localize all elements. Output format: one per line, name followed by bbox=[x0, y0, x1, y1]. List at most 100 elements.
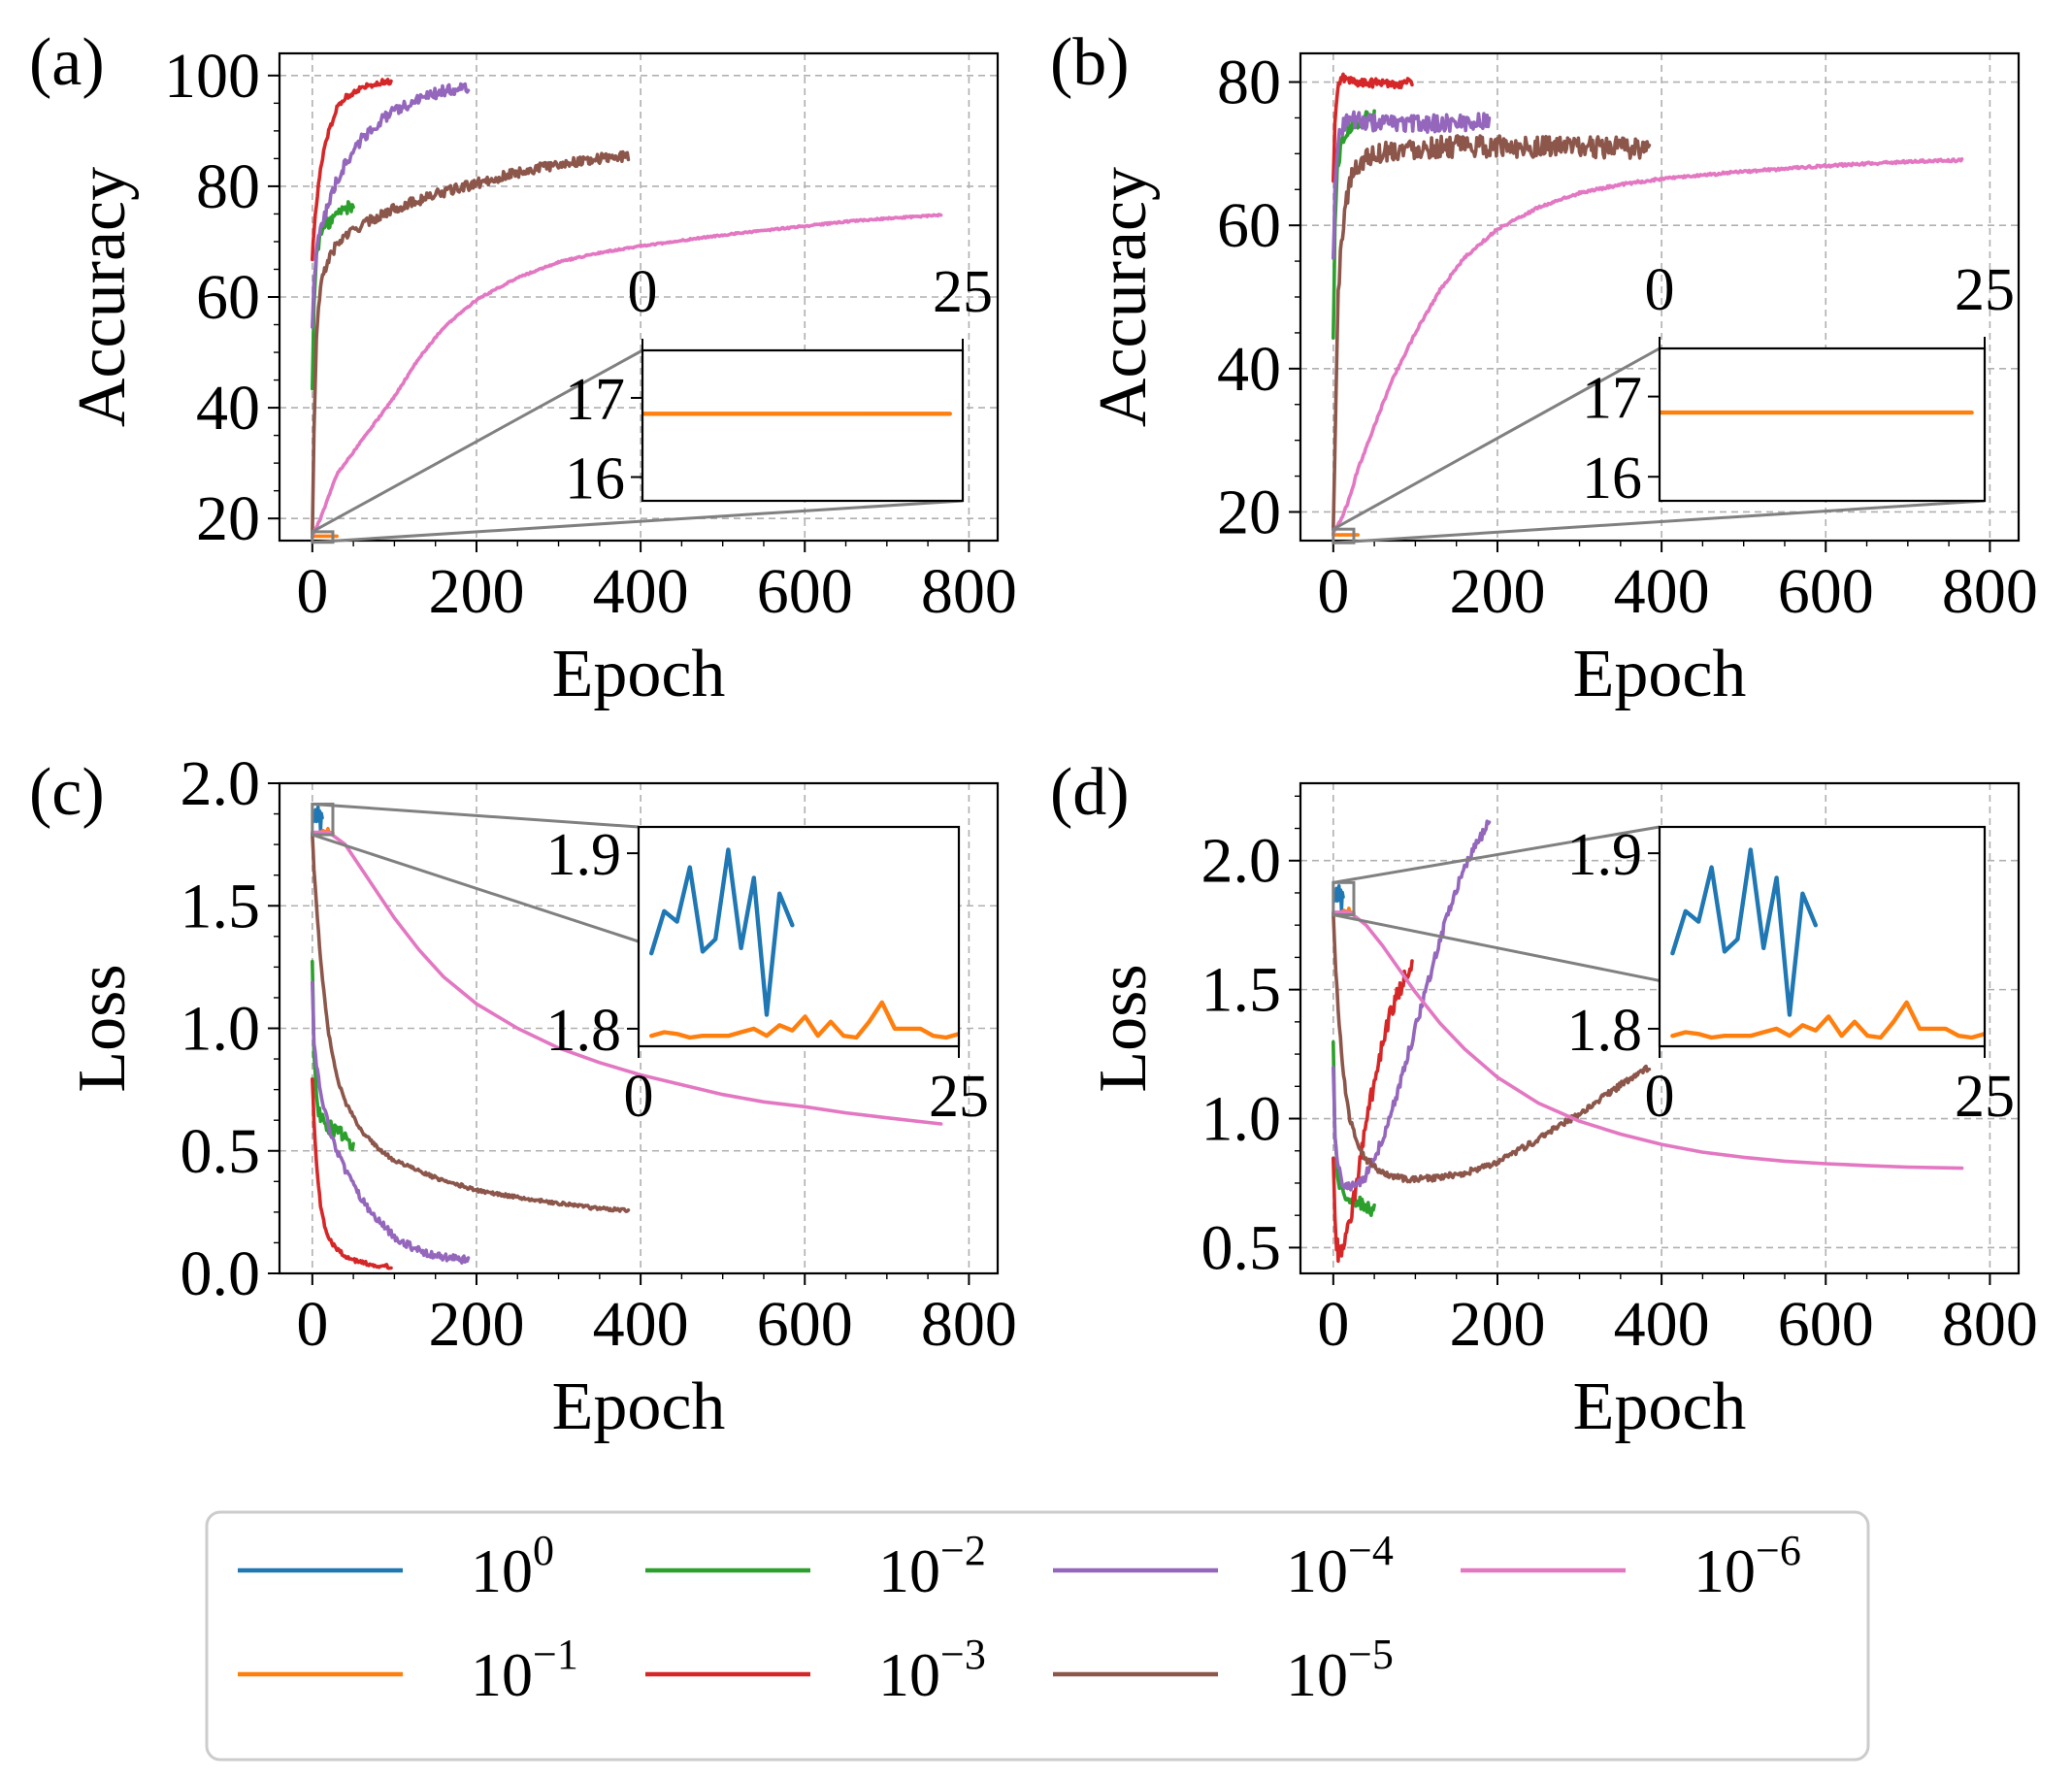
inset: 0 25 16 17 bbox=[1332, 257, 2015, 544]
y-tick-label: 2.0 bbox=[1201, 826, 1282, 897]
y-tick-label: 80 bbox=[196, 151, 260, 222]
zoom-connector bbox=[312, 348, 643, 534]
inset-y-tick-label: 1.8 bbox=[546, 998, 622, 1064]
x-tick-label: 600 bbox=[757, 1289, 853, 1360]
x-axis-title: Epoch bbox=[1573, 1369, 1747, 1444]
legend-label: 100 bbox=[471, 1527, 554, 1605]
y-ticks: 0.5 1.0 1.5 2.0 bbox=[1201, 795, 1300, 1283]
inset: 0 25 1.8 1.9 bbox=[1332, 822, 2015, 1130]
x-ticks: 0 200 400 600 800 bbox=[296, 541, 1017, 627]
x-axis-title: Epoch bbox=[552, 637, 726, 711]
x-tick-label: 600 bbox=[757, 556, 853, 627]
zoom-connector bbox=[312, 802, 640, 829]
panel-d: 0 200 400 600 800 0.5 1.0 1.5 2.0 Epoch Loss (d) 0 25… bbox=[1050, 755, 2038, 1444]
legend-label-base: 10 bbox=[471, 1640, 533, 1709]
x-tick-label: 0 bbox=[1317, 1289, 1349, 1360]
y-tick-label: 40 bbox=[196, 373, 260, 444]
inset-frame bbox=[1658, 346, 1987, 503]
x-tick-label: 0 bbox=[1317, 556, 1349, 627]
x-axis-title: Epoch bbox=[552, 1369, 726, 1444]
y-axis-title: Loss bbox=[1086, 964, 1161, 1092]
legend-label-base: 10 bbox=[1286, 1640, 1348, 1709]
inset-y-tick-label: 16 bbox=[1582, 445, 1642, 511]
y-ticks: 20 40 60 80 bbox=[1217, 48, 1300, 547]
y-tick-label: 1.5 bbox=[1201, 955, 1282, 1026]
y-ticks: 0.0 0.5 1.0 1.5 2.0 bbox=[181, 748, 280, 1309]
inset-series-lr0 bbox=[649, 847, 795, 1017]
legend-frame bbox=[205, 1510, 1870, 1762]
panel-label: (c) bbox=[29, 755, 105, 830]
series-lr5 bbox=[311, 832, 631, 1213]
legend-label-base: 10 bbox=[1286, 1536, 1348, 1605]
series-lr4 bbox=[1332, 819, 1492, 1192]
legend-label-exponent: −5 bbox=[1348, 1631, 1394, 1678]
panels: 0 200 400 600 80020406080100EpochAccuracy(a)… bbox=[29, 25, 2038, 1444]
legend-label-exponent: −6 bbox=[1756, 1527, 1801, 1574]
x-ticks: 0 200 400 600 800 bbox=[296, 1273, 1017, 1360]
series-lines bbox=[1332, 72, 1964, 537]
legend-label-base: 10 bbox=[471, 1536, 533, 1605]
series-lr4 bbox=[311, 980, 471, 1265]
zoom-connector bbox=[1332, 346, 1661, 531]
inset: 0 25 16 17 bbox=[311, 259, 993, 544]
x-tick-label: 200 bbox=[428, 1289, 524, 1360]
inset-x-tick-label: 0 bbox=[1645, 1064, 1675, 1130]
inset-x-tick-label: 25 bbox=[1955, 257, 2015, 323]
y-tick-label: 2.0 bbox=[181, 748, 261, 819]
inset: 0 25 1.8 1.9 bbox=[311, 802, 989, 1130]
legend-label-base: 10 bbox=[878, 1640, 940, 1709]
zoom-connector bbox=[1332, 499, 1986, 544]
legend-label-exponent: −4 bbox=[1348, 1527, 1394, 1574]
legend-label: 10−4 bbox=[1286, 1527, 1394, 1605]
legend-item-lr2: 10−2 bbox=[645, 1527, 986, 1605]
x-tick-label: 0 bbox=[296, 556, 328, 627]
y-tick-label: 0.5 bbox=[1201, 1212, 1282, 1283]
y-tick-label: 80 bbox=[1217, 48, 1281, 118]
x-tick-label: 400 bbox=[1614, 556, 1710, 627]
legend-label: 10−6 bbox=[1694, 1527, 1801, 1605]
y-tick-label: 60 bbox=[196, 262, 260, 333]
inset-series-lr1 bbox=[1670, 1000, 1985, 1040]
x-axis-title: Epoch bbox=[1573, 637, 1747, 711]
series-lines bbox=[311, 805, 943, 1270]
inset-y-tick-label: 1.8 bbox=[1567, 998, 1643, 1064]
series-lines bbox=[1332, 819, 1964, 1264]
legend-label-exponent: −2 bbox=[940, 1527, 986, 1574]
series-lr3 bbox=[1332, 72, 1414, 183]
x-tick-label: 400 bbox=[593, 1289, 689, 1360]
x-ticks: 0 200 400 600 800 bbox=[1317, 1273, 2038, 1360]
x-tick-label: 400 bbox=[593, 556, 689, 627]
panel-label: (a) bbox=[29, 25, 105, 100]
inset-y-tick-label: 16 bbox=[565, 446, 625, 512]
legend-label: 10−5 bbox=[1286, 1631, 1394, 1709]
panel-a: 0 200 400 600 800 20 40 60 80 100 Epoch Accuracy (a)… bbox=[29, 25, 1017, 711]
inset-x-tick-label: 25 bbox=[933, 259, 993, 325]
y-tick-label: 20 bbox=[1217, 477, 1281, 547]
x-tick-label: 400 bbox=[1614, 1289, 1710, 1360]
inset-y-tick-label: 1.9 bbox=[1567, 822, 1643, 888]
inset-background bbox=[1660, 348, 1985, 501]
panel-c: 0 200 400 600 800 0.0 0.5 1.0 1.5 2.0 Epoch Loss (c)… bbox=[29, 748, 1017, 1444]
legend-item-lr3: 10−3 bbox=[645, 1631, 986, 1709]
inset-frame bbox=[637, 825, 961, 1048]
x-tick-label: 800 bbox=[1942, 556, 2038, 627]
series-lr3 bbox=[311, 1077, 393, 1270]
y-tick-label: 0.5 bbox=[181, 1116, 261, 1187]
zoom-connector bbox=[312, 499, 964, 544]
inset-x-tick-label: 0 bbox=[624, 1064, 654, 1130]
legend-label-base: 10 bbox=[1694, 1536, 1756, 1605]
inset-series-lines bbox=[649, 847, 959, 1040]
x-ticks: 0 200 400 600 800 bbox=[1317, 541, 2038, 627]
x-tick-label: 200 bbox=[428, 556, 524, 627]
x-tick-label: 200 bbox=[1449, 556, 1545, 627]
legend-label: 10−2 bbox=[878, 1527, 986, 1605]
x-tick-label: 800 bbox=[921, 1289, 1017, 1360]
y-tick-label: 20 bbox=[196, 483, 260, 554]
y-ticks: 20 40 60 80 100 bbox=[164, 41, 280, 554]
legend-label-base: 10 bbox=[878, 1536, 940, 1605]
inset-y-tick-label: 17 bbox=[1582, 366, 1642, 432]
x-tick-label: 200 bbox=[1449, 1289, 1545, 1360]
inset-series-lr0 bbox=[1670, 847, 1818, 1017]
panel-label: (d) bbox=[1050, 755, 1130, 830]
